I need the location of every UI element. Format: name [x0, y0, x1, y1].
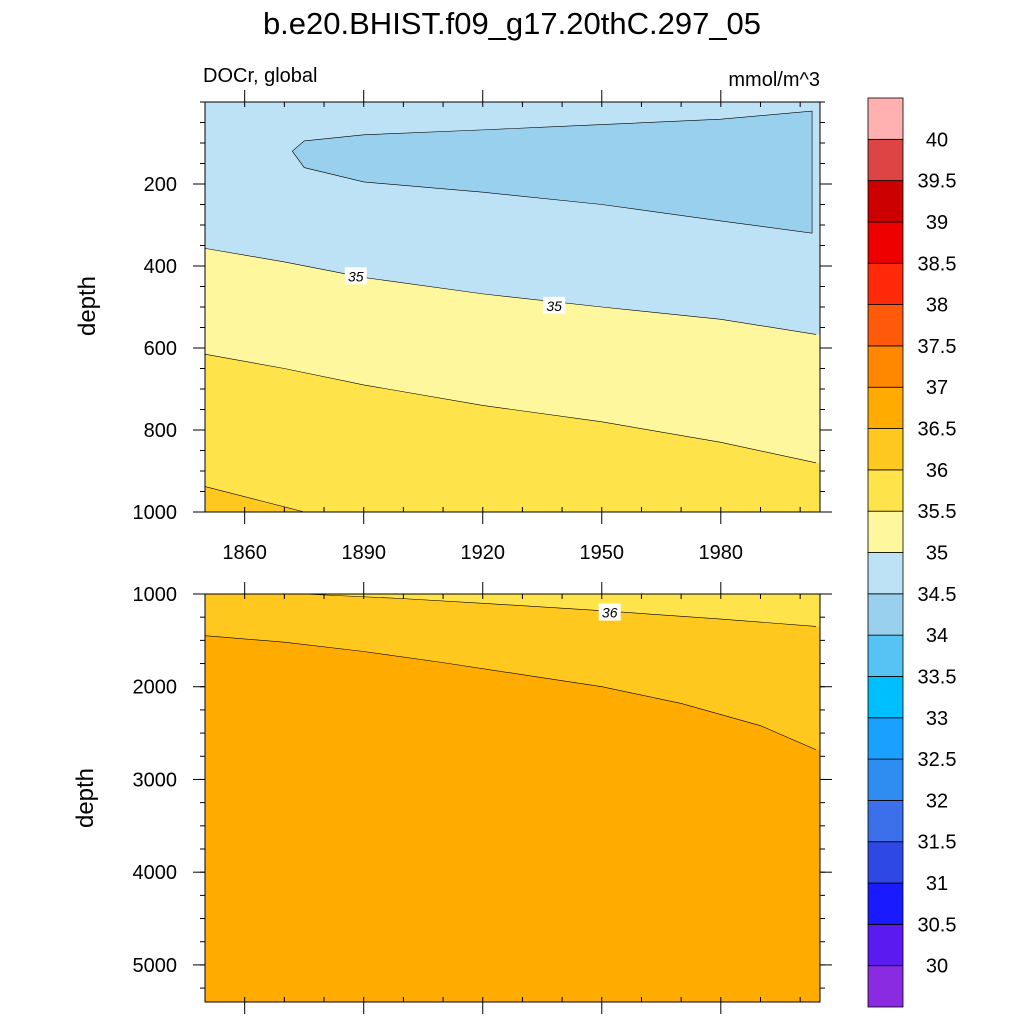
- colorbar-swatch: [867, 97, 904, 140]
- colorbar-swatch: [867, 593, 904, 636]
- contour-label-box: [543, 296, 566, 314]
- colorbar-swatch: [867, 304, 904, 347]
- colorbar-swatch: [867, 428, 904, 471]
- upper-contour-panel: 35 35 1860 1890 1920 1950 1980 200 400 600 800 1000…: [74, 90, 832, 564]
- colorbar-label: 36.5: [918, 419, 957, 441]
- colorbar-swatch: [867, 841, 904, 884]
- contour-line-35-5: [204, 353, 817, 464]
- colorbar-label: 37.5: [918, 336, 957, 358]
- colorbar-label: 38: [926, 295, 948, 317]
- x-tick-label: 1950: [580, 542, 625, 564]
- colorbar-label: 30.5: [918, 914, 957, 936]
- contour-band-35-5: [205, 354, 820, 512]
- colorbar-swatch: [867, 634, 904, 677]
- panel-frame: [204, 593, 821, 1003]
- colorbar-swatch: [867, 386, 904, 429]
- variable-label: DOCr, global: [203, 65, 318, 87]
- contour-band-36: [205, 486, 820, 512]
- colorbar-swatch: [867, 221, 904, 264]
- contour-band-36-5: [205, 635, 820, 1002]
- y-tick-label: 3000: [133, 769, 178, 791]
- colorbar-label: 35.5: [918, 501, 957, 523]
- lower-contour-panel: 36 1000 2000 3000 4000 5000 depth: [72, 582, 832, 1014]
- colorbar-label: 34.5: [918, 584, 957, 606]
- colorbar-label: 30: [926, 956, 948, 978]
- y-tick-label: 1000: [133, 502, 178, 524]
- colorbar-swatch: [867, 469, 904, 512]
- contour-line-36: [204, 486, 305, 513]
- contour-label: 35: [546, 298, 562, 314]
- colorbar-label: 31.5: [918, 832, 957, 854]
- y-tick-label: 5000: [133, 955, 178, 977]
- contour-line-35: [204, 248, 817, 335]
- colorbar-label: 32: [926, 790, 948, 812]
- colorbar-swatch: [867, 552, 904, 595]
- x-tick-label: 1920: [460, 542, 505, 564]
- colorbar-swatch: [867, 180, 904, 223]
- colorbar-label: 36: [926, 460, 948, 482]
- y-tick-label: 4000: [133, 862, 178, 884]
- colorbar: 30 30.5 31 31.5 32 32.5 33 33.5 34 34.5 35 35.5 36 36…: [867, 97, 957, 1008]
- x-tick-label: 1980: [699, 542, 744, 564]
- contour-label: 35: [348, 268, 364, 284]
- colorbar-label: 33.5: [918, 666, 957, 688]
- y-axis-label: depth: [72, 768, 99, 828]
- colorbar-swatch: [867, 758, 904, 801]
- colorbar-label: 33: [926, 708, 948, 730]
- y-tick-label: 800: [144, 420, 177, 442]
- contour-label-box: [598, 603, 621, 621]
- colorbar-swatch: [867, 262, 904, 305]
- colorbar-label: 37: [926, 377, 948, 399]
- colorbar-label: 35: [926, 543, 948, 565]
- y-tick-label: 400: [144, 256, 177, 278]
- colorbar-label: 39.5: [918, 171, 957, 193]
- y-tick-label: 600: [144, 338, 177, 360]
- colorbar-label: 31: [926, 873, 948, 895]
- colorbar-label: 34: [926, 625, 948, 647]
- colorbar-swatch: [867, 882, 904, 925]
- contour-tongue-34-5: [291, 110, 813, 234]
- colorbar-swatch: [867, 676, 904, 719]
- y-tick-label: 1000: [133, 584, 178, 606]
- figure-title: b.e20.BHIST.f09_g17.20thC.297_05: [263, 6, 761, 41]
- colorbar-label: 32.5: [918, 749, 957, 771]
- colorbar-swatch: [867, 510, 904, 553]
- colorbar-swatch: [867, 717, 904, 760]
- colorbar-swatch: [867, 345, 904, 388]
- y-tick-label: 200: [144, 174, 177, 196]
- x-tick-label: 1860: [222, 542, 267, 564]
- colorbar-swatch: [867, 138, 904, 182]
- contour-line-36-5: [204, 635, 817, 751]
- colorbar-label: 39: [926, 212, 948, 234]
- contour-label: 36: [602, 605, 618, 621]
- units-label: mmol/m^3: [728, 69, 820, 91]
- y-axis-label: depth: [74, 276, 101, 336]
- contour-label-box: [344, 267, 367, 285]
- colorbar-label: 40: [926, 129, 948, 151]
- colorbar-label: 38.5: [918, 253, 957, 275]
- y-tick-label: 2000: [133, 677, 178, 699]
- colorbar-swatch: [867, 923, 904, 967]
- colorbar-swatch: [867, 800, 904, 843]
- contour-line-36: [304, 593, 817, 627]
- colorbar-swatch: [867, 965, 904, 1008]
- x-tick-label: 1890: [341, 542, 386, 564]
